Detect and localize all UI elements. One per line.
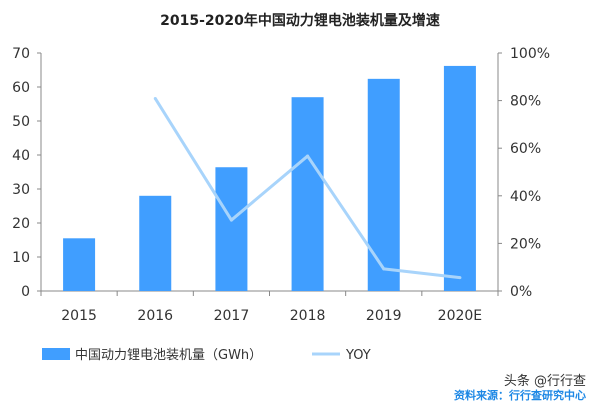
bar [139, 195, 172, 291]
watermark-platform: 头条 @行行查 [504, 373, 586, 389]
x-tick-label: 2018 [290, 308, 326, 324]
left-tick-label: 10 [12, 250, 30, 266]
bar [215, 167, 248, 291]
right-tick-label: 0% [510, 284, 532, 300]
yoy-point [306, 154, 310, 158]
x-tick-label: 2020E [438, 308, 482, 324]
source-note: 资料来源：行行查研究中心 [454, 388, 586, 402]
left-tick-label: 70 [12, 46, 30, 62]
bar [367, 78, 400, 291]
x-tick-label: 2015 [61, 308, 97, 324]
x-tick-label: 2016 [137, 308, 173, 324]
x-tick-label: 2017 [214, 308, 250, 324]
left-tick-label: 60 [12, 80, 30, 96]
bar [291, 97, 324, 291]
left-tick-label: 40 [12, 148, 30, 164]
x-tick-label: 2019 [366, 308, 402, 324]
right-tick-label: 40% [510, 189, 541, 205]
right-tick-label: 80% [510, 94, 541, 110]
right-tick-label: 20% [510, 236, 541, 252]
yoy-point [382, 267, 386, 271]
yoy-point [458, 276, 462, 280]
legend-bar-label: 中国动力锂电池装机量（GWh） [75, 348, 262, 363]
chart-title: 2015-2020年中国动力锂电池装机量及增速 [160, 12, 440, 29]
right-tick-label: 100% [510, 46, 550, 62]
yoy-point [153, 96, 157, 100]
legend-bar-swatch [42, 348, 70, 360]
bar [443, 65, 476, 291]
bar [63, 238, 96, 291]
yoy-point [229, 218, 233, 222]
left-tick-label: 20 [12, 216, 30, 232]
legend: 中国动力锂电池装机量（GWh） YOY [42, 348, 371, 363]
left-tick-label: 50 [12, 114, 30, 130]
left-tick-label: 30 [12, 182, 30, 198]
right-tick-label: 60% [510, 141, 541, 157]
legend-line-label: YOY [345, 348, 371, 363]
left-tick-label: 0 [21, 284, 30, 300]
